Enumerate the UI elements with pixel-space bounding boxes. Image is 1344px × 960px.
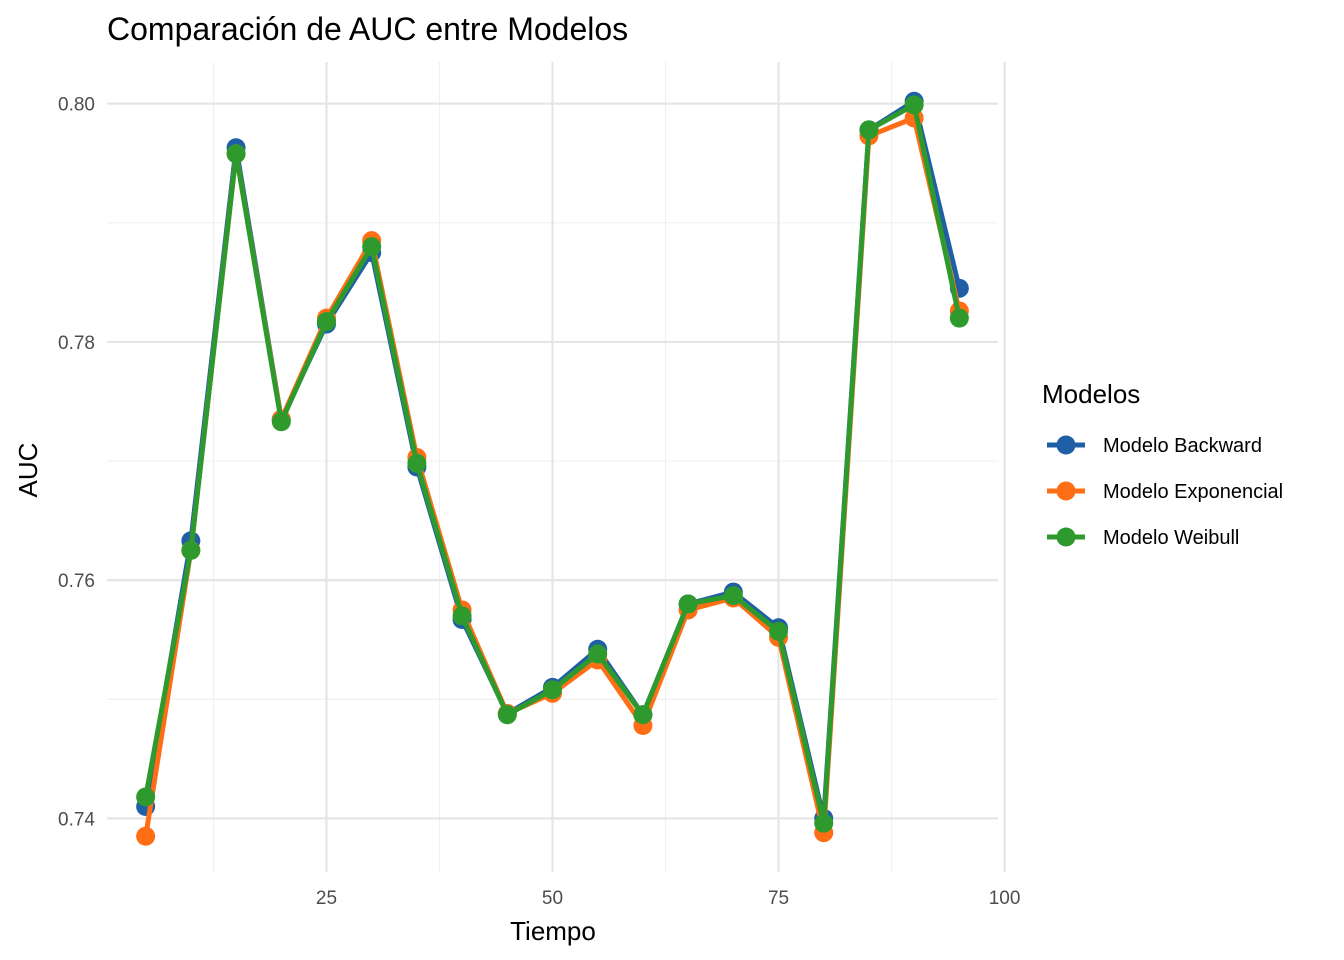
legend-items: Modelo Backward Modelo Exponencial Modelo …	[1047, 435, 1283, 549]
data-point	[949, 308, 969, 328]
data-point	[723, 586, 743, 606]
grid	[107, 62, 1006, 872]
series-lines	[136, 91, 969, 846]
data-point	[452, 606, 472, 626]
x-tick-label: 25	[316, 888, 337, 909]
x-tick-label: 50	[542, 888, 563, 909]
x-axis-ticks: 25 50 75 100	[316, 888, 1021, 909]
x-tick-label: 100	[989, 888, 1021, 909]
data-point	[497, 705, 517, 725]
data-point	[769, 621, 789, 641]
y-tick-label: 0.74	[58, 809, 95, 830]
chart-title: Comparación de AUC entre Modelos	[107, 11, 628, 47]
x-tick-label: 75	[768, 888, 789, 909]
legend-label: Modelo Weibull	[1103, 527, 1239, 549]
legend-title: Modelos	[1042, 379, 1140, 409]
data-point	[407, 453, 427, 473]
data-point	[588, 644, 608, 664]
y-axis-ticks: 0.74 0.76 0.78 0.80	[58, 95, 95, 831]
data-point	[136, 787, 156, 807]
data-point	[633, 705, 653, 725]
data-point	[226, 144, 246, 164]
legend-key-point	[1056, 435, 1076, 455]
data-point	[136, 826, 156, 846]
data-point	[678, 594, 698, 614]
data-point	[814, 813, 834, 833]
legend: Modelos Modelo Backward Modelo Exponencia…	[1042, 379, 1283, 549]
legend-label: Modelo Backward	[1103, 435, 1262, 457]
series-group	[136, 95, 969, 833]
data-point	[859, 120, 879, 140]
y-axis-title: AUC	[13, 443, 43, 498]
legend-label: Modelo Exponencial	[1103, 481, 1283, 503]
y-tick-label: 0.76	[58, 571, 95, 592]
data-point	[543, 680, 562, 700]
data-point	[316, 312, 336, 332]
y-tick-label: 0.80	[58, 95, 95, 116]
legend-item: Modelo Weibull	[1047, 527, 1239, 549]
data-point	[271, 412, 291, 432]
data-point	[904, 95, 924, 115]
legend-key-point	[1056, 481, 1076, 501]
x-axis-title: Tiempo	[510, 916, 596, 946]
legend-item: Modelo Exponencial	[1047, 481, 1283, 503]
y-tick-label: 0.78	[58, 333, 95, 354]
legend-item: Modelo Backward	[1047, 435, 1262, 457]
data-point	[181, 540, 201, 560]
legend-key-point	[1056, 527, 1076, 547]
data-point	[362, 237, 382, 257]
